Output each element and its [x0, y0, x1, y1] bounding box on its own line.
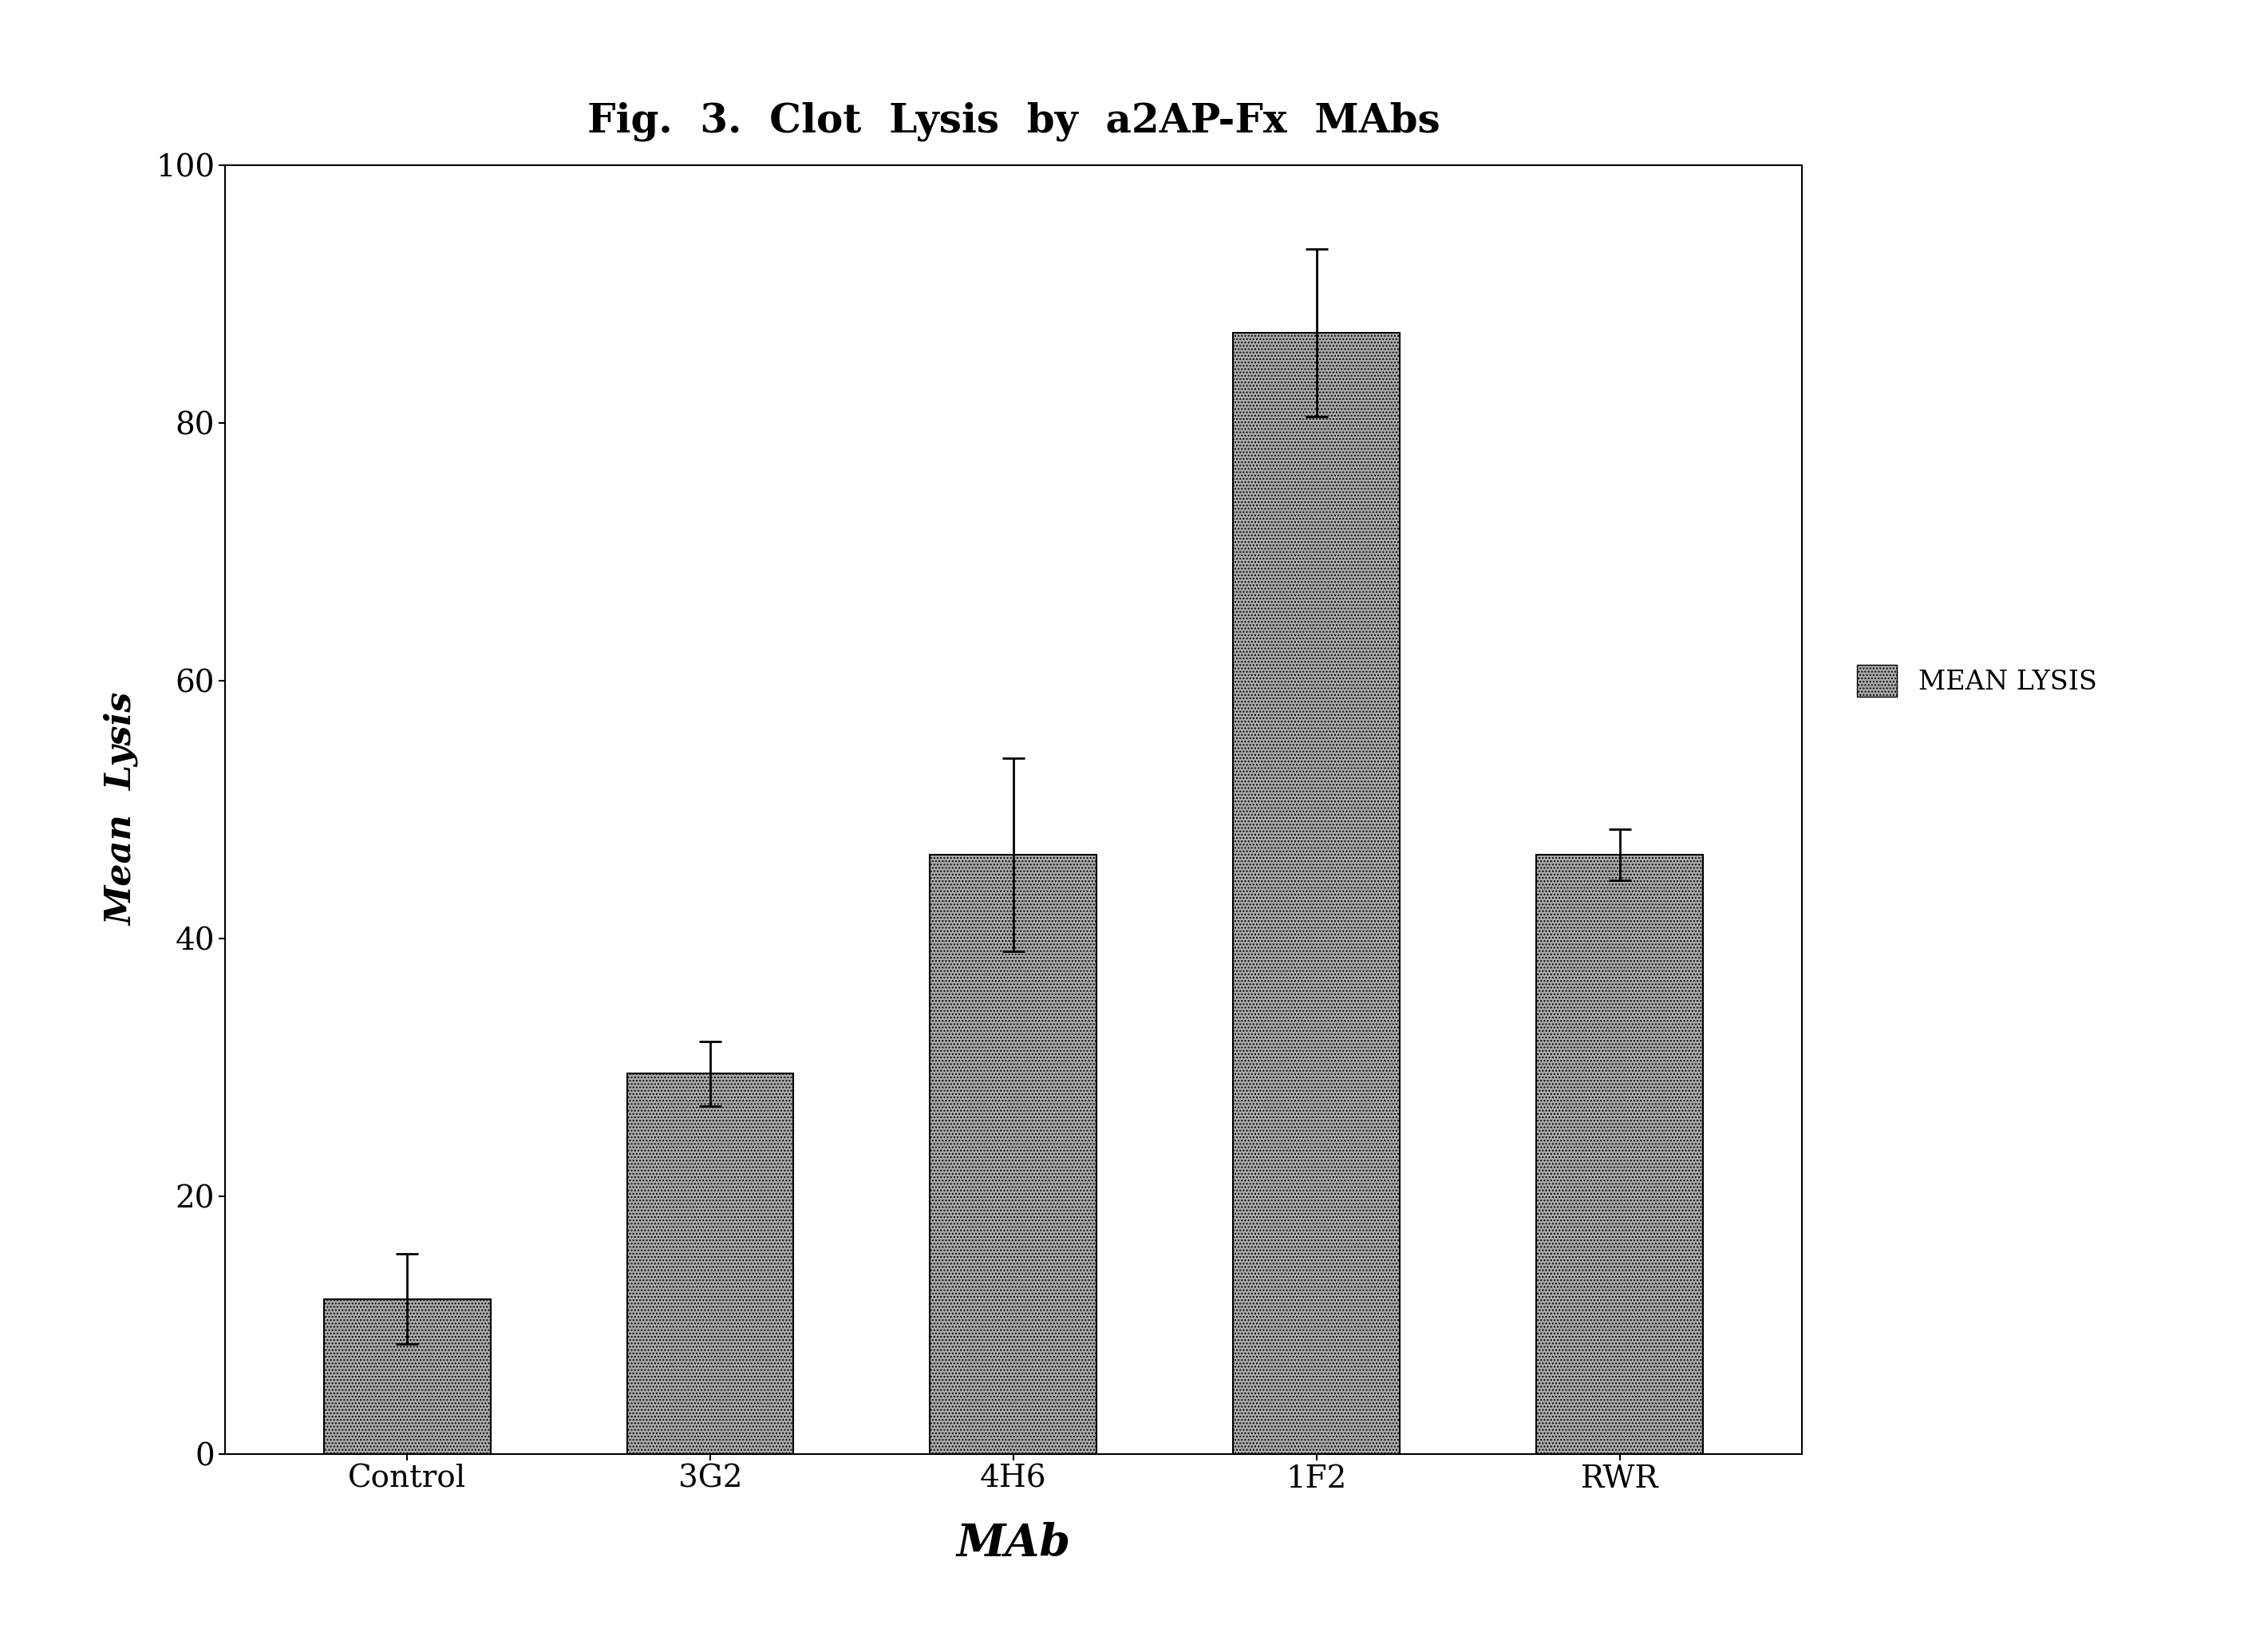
Bar — [930, 854, 1097, 1454]
X-axis label: MAb: MAb — [957, 1521, 1070, 1566]
Y-axis label: Mean  Lysis: Mean Lysis — [104, 692, 140, 927]
Bar — [324, 1298, 491, 1454]
Bar — [1536, 854, 1703, 1454]
Title: Fig.  3.  Clot  Lysis  by  a2AP-Fx  MAbs: Fig. 3. Clot Lysis by a2AP-Fx MAbs — [588, 102, 1439, 140]
Legend: MEAN LYSIS: MEAN LYSIS — [1847, 654, 2108, 707]
Bar — [626, 1074, 793, 1454]
Bar — [1234, 332, 1401, 1454]
